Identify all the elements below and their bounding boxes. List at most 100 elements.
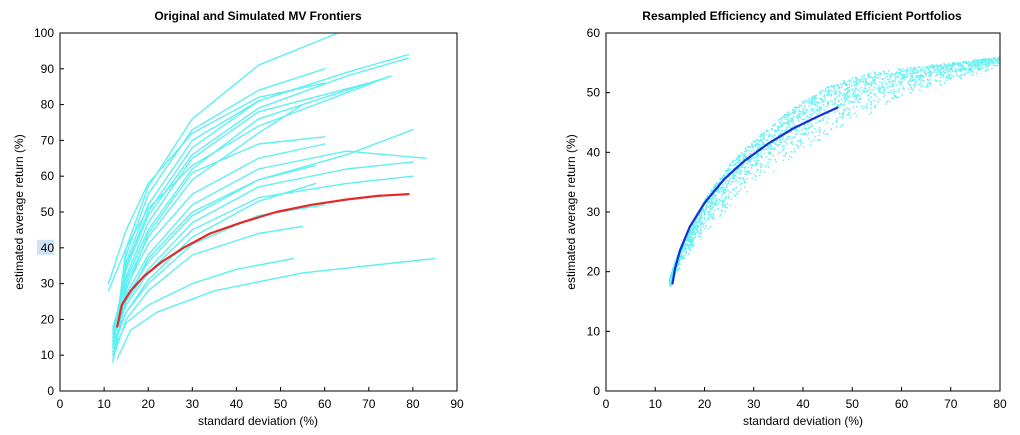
- scatter-point: [891, 83, 894, 85]
- scatter-point: [778, 121, 781, 123]
- scatter-point: [727, 197, 730, 200]
- scatter-point: [866, 105, 869, 108]
- scatter-point: [798, 104, 801, 106]
- scatter-point: [780, 124, 782, 127]
- scatter-point: [714, 197, 717, 200]
- scatter-point: [945, 79, 947, 82]
- scatter-point: [969, 64, 971, 66]
- scatter-point: [734, 174, 737, 177]
- scatter-point: [910, 86, 913, 89]
- scatter-point: [813, 102, 815, 104]
- scatter-point: [848, 114, 850, 117]
- scatter-point: [734, 159, 737, 162]
- scatter-point: [669, 283, 672, 286]
- scatter-point: [670, 275, 673, 277]
- scatter-point: [858, 81, 861, 84]
- scatter-point: [767, 134, 770, 137]
- scatter-point: [956, 61, 959, 64]
- scatter-point: [929, 72, 932, 75]
- scatter-point: [951, 70, 954, 72]
- scatter-point: [796, 133, 798, 136]
- scatter-point: [860, 76, 862, 78]
- scatter-point: [878, 87, 881, 90]
- scatter-point: [971, 73, 974, 76]
- scatter-point: [719, 214, 722, 217]
- scatter-point: [877, 89, 880, 92]
- scatter-point: [957, 68, 960, 71]
- scatter-point: [689, 244, 692, 247]
- scatter-point: [738, 173, 741, 176]
- simulated-frontier-line: [112, 225, 304, 360]
- scatter-point: [891, 84, 894, 87]
- scatter-point: [698, 220, 701, 223]
- scatter-point: [914, 86, 916, 88]
- scatter-point: [708, 210, 710, 213]
- y-axis-label: estimated average return (%): [12, 134, 26, 289]
- scatter-point: [874, 93, 877, 96]
- scatter-point: [903, 76, 905, 78]
- scatter-point: [733, 188, 735, 191]
- scatter-point: [887, 78, 890, 81]
- x-tick-label: 30: [747, 397, 761, 411]
- scatter-point: [812, 131, 815, 134]
- scatter-point: [693, 233, 695, 236]
- scatter-point: [850, 101, 853, 103]
- scatter-point: [690, 241, 692, 244]
- scatter-point: [924, 74, 927, 77]
- scatter-point: [794, 112, 796, 115]
- scatter-point: [731, 180, 733, 183]
- scatter-point: [713, 193, 716, 196]
- plot-area: [107, 32, 436, 364]
- scatter-point: [964, 61, 967, 64]
- scatter-point: [910, 91, 912, 94]
- scatter-point: [823, 116, 826, 118]
- scatter-point: [818, 134, 820, 137]
- simulated-frontier-line: [112, 257, 295, 353]
- scatter-point: [826, 121, 828, 124]
- scatter-point: [787, 116, 789, 119]
- scatter-point: [790, 130, 793, 133]
- scatter-point: [713, 217, 715, 220]
- scatter-point: [778, 143, 781, 146]
- scatter-point: [717, 202, 720, 205]
- scatter-point: [811, 103, 813, 105]
- scatter-point: [726, 179, 728, 182]
- scatter-point: [704, 198, 706, 201]
- scatter-point: [821, 98, 823, 100]
- scatter-point: [714, 201, 717, 204]
- scatter-point: [781, 149, 784, 152]
- scatter-point: [809, 114, 812, 116]
- scatter-point: [685, 251, 687, 254]
- scatter-point: [725, 195, 727, 198]
- scatter-point: [920, 67, 923, 70]
- scatter-point: [935, 71, 937, 74]
- scatter-point: [782, 116, 785, 118]
- scatter-point: [879, 74, 881, 77]
- scatter-point: [775, 143, 777, 146]
- scatter-point: [691, 243, 694, 245]
- scatter-point: [912, 68, 914, 71]
- scatter-point: [899, 78, 902, 80]
- scatter-point: [730, 191, 733, 194]
- scatter-point: [873, 72, 876, 74]
- scatter-point: [938, 71, 941, 74]
- scatter-point: [843, 96, 846, 98]
- scatter-point: [689, 229, 691, 232]
- scatter-point: [873, 99, 875, 102]
- scatter-point: [806, 101, 809, 104]
- scatter-point: [837, 85, 840, 88]
- scatter-point: [738, 190, 740, 193]
- scatter-point: [960, 65, 963, 67]
- scatter-point: [827, 93, 830, 96]
- scatter-point: [935, 80, 938, 82]
- scatter-point: [846, 84, 849, 87]
- scatter-point: [774, 147, 776, 150]
- scatter-point: [815, 130, 817, 133]
- scatter-point: [752, 146, 754, 149]
- scatter-point: [684, 253, 687, 256]
- mv-frontiers-chart: Original and Simulated MV Frontiers 0 10 2…: [12, 9, 464, 428]
- scatter-point: [809, 126, 811, 128]
- scatter-point: [802, 111, 805, 114]
- scatter-point: [814, 103, 816, 106]
- scatter-point: [797, 120, 800, 122]
